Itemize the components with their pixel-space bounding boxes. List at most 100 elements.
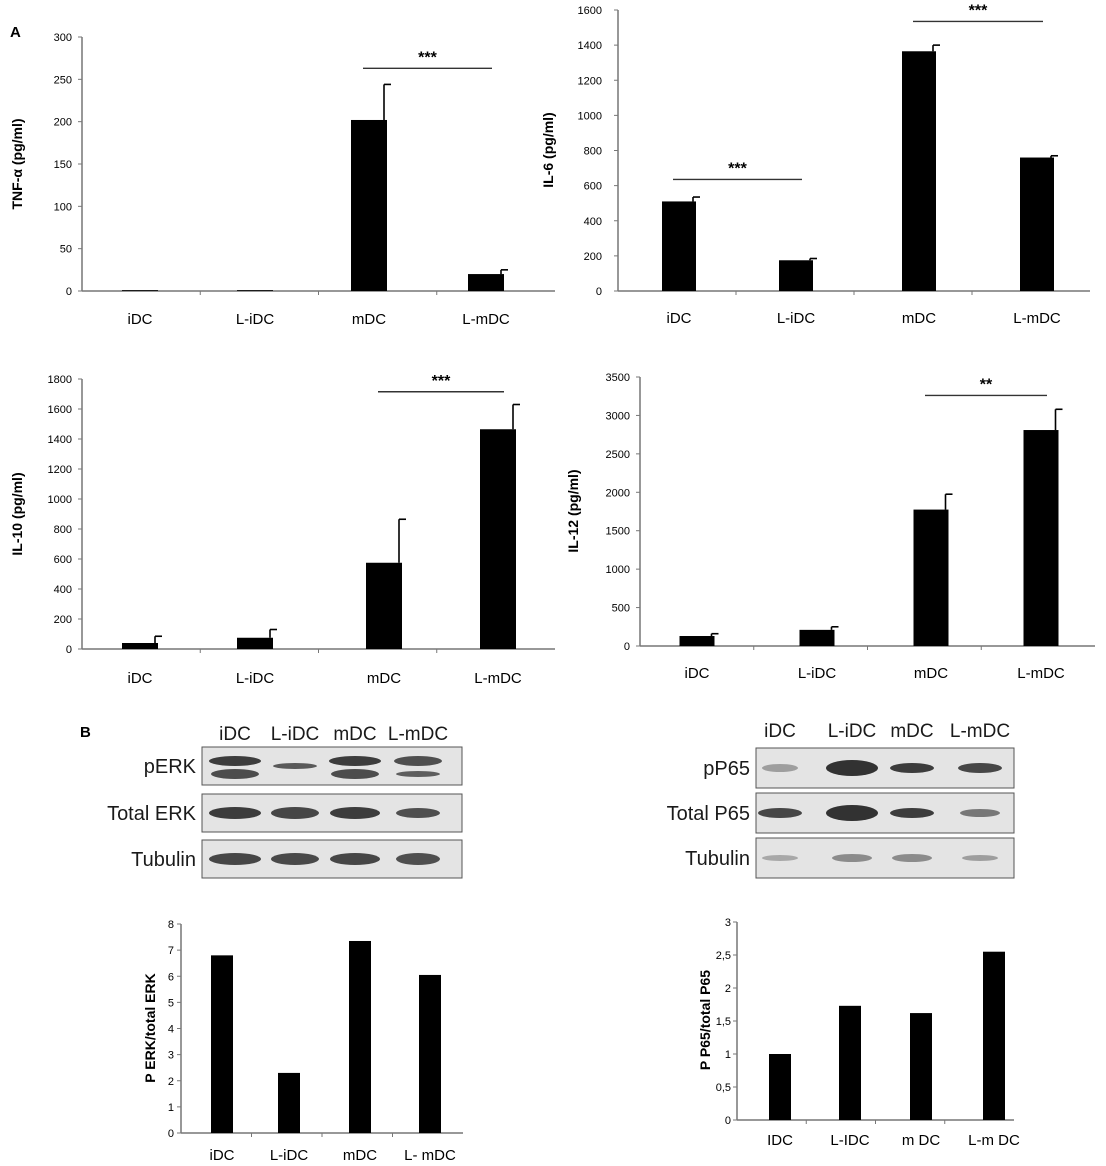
category-label: L-iDC [798,665,837,682]
y-tick-label: 1800 [48,374,72,386]
band [962,855,998,861]
band [832,854,872,862]
y-tick-label: 1000 [578,110,602,122]
y-tick-label: 0 [66,644,72,656]
band [211,769,259,779]
blot-row-label: Tubulin [685,848,750,870]
y-tick-label: 1000 [48,494,72,506]
category-label: iDC [210,1147,235,1164]
category-label: L- mDC [404,1147,456,1164]
bar [278,1072,300,1133]
il6-chart: 0 200 400 600 800 1000 1200 1400 1600 iDC L-iDC mDC… [540,2,1090,327]
band [394,756,442,766]
band [330,807,380,819]
bar [419,974,441,1133]
y-tick-label: 100 [54,201,72,213]
category-label: mDC [367,670,401,687]
bar [351,119,387,292]
blot-row-label: Total ERK [107,803,197,825]
y-tick-label: 7 [168,945,174,957]
il10-chart: 0 200 400 600 800 1000 1200 1400 1600 1800 iDC L-iD… [9,373,555,687]
bar [211,955,233,1133]
category-label: iDC [128,311,153,328]
y-tick-label: 4 [168,1024,174,1036]
y-tick-label: 0 [725,1115,731,1127]
band [960,809,1000,817]
y-tick-label: 2 [725,983,731,995]
y-axis-label: P ERK/total ERK [142,973,158,1082]
y-tick-label: 3500 [606,372,630,384]
blot-row-label: Total P65 [667,803,750,825]
blot-strip [755,837,1015,879]
blot-row-label: pERK [144,756,197,778]
bar [237,290,273,291]
p65-western-blot: iDC L-iDC mDC L-mDC pP65 Total P65 Tubulin [667,721,1015,879]
blot-row-label: Tubulin [131,849,196,871]
significance-label: ** [980,376,993,393]
bar [349,940,371,1133]
y-tick-label: 400 [584,216,602,228]
il12-chart: 0 500 1000 1500 2000 2500 3000 3500 iDC L-iDC mDC L… [565,372,1095,682]
y-axis-label: IL-6 (pg/ml) [540,112,556,187]
y-tick-label: 8 [168,919,174,931]
lane-label: iDC [219,724,251,745]
category-label: L-mDC [1013,310,1061,327]
band [271,853,319,865]
bar [902,51,936,291]
category-label: L-iDC [777,310,816,327]
significance-label: *** [418,49,437,66]
y-tick-label: 1600 [48,404,72,416]
category-label: mDC [902,310,936,327]
y-tick-label: 0 [168,1128,174,1140]
band [209,756,261,766]
y-tick-label: 200 [54,117,72,129]
y-axis-label: IL-12 (pg/ml) [565,469,581,552]
y-tick-label: 1400 [48,434,72,446]
band [890,808,934,818]
y-tick-label: 6 [168,971,174,983]
y-tick-label: 2 [168,1076,174,1088]
lane-label: L-mDC [388,724,448,745]
y-tick-label: 0 [66,286,72,298]
bar [983,951,1005,1120]
y-tick-label: 400 [54,584,72,596]
category-label: mDC [343,1147,377,1164]
significance-label: *** [728,160,747,177]
category-label: L-iDC [236,311,275,328]
y-tick-label: 500 [612,603,630,615]
band [396,808,440,818]
band [762,855,798,861]
band [826,760,878,776]
band [762,764,798,772]
lane-label: mDC [333,724,376,745]
significance-label: *** [969,2,988,19]
bar [913,509,949,646]
band [396,771,440,777]
significance-label: *** [432,373,451,390]
category-label: IDC [767,1132,793,1149]
y-tick-label: 200 [584,251,602,263]
bar [910,1013,932,1120]
category-label: iDC [128,670,153,687]
y-tick-label: 600 [54,554,72,566]
y-tick-label: 0 [596,286,602,298]
y-tick-label: 3000 [606,410,630,422]
y-tick-label: 1400 [578,40,602,52]
lane-label: iDC [764,721,796,742]
y-tick-label: 50 [60,244,72,256]
y-tick-label: 2500 [606,449,630,461]
y-tick-label: 1500 [606,526,630,538]
category-label: L-m DC [968,1132,1020,1149]
lane-label: mDC [890,721,933,742]
y-tick-label: 1,5 [716,1016,731,1028]
bar [779,260,813,291]
category-label: L-iDC [270,1147,309,1164]
band [329,756,381,766]
y-tick-label: 3 [725,917,731,929]
bar [480,429,516,649]
category-label: mDC [914,665,948,682]
band [826,805,878,821]
panel-label-b: B [80,724,91,741]
blot-row-label: pP65 [703,758,750,780]
